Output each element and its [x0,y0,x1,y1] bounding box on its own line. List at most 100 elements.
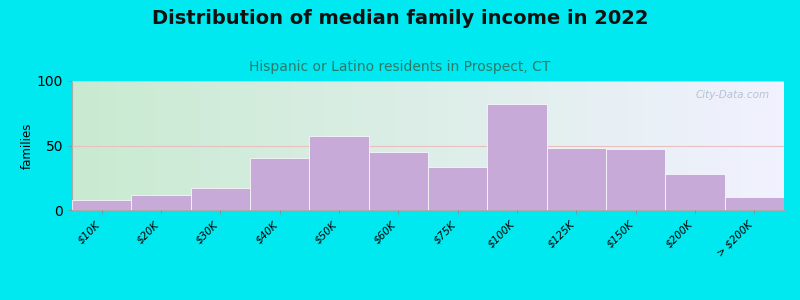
Bar [143,81,146,210]
Bar [190,81,193,210]
Bar [300,81,303,210]
Bar [574,81,578,210]
Bar [289,81,293,210]
Bar [684,81,688,210]
Bar [431,81,435,210]
Text: Hispanic or Latino residents in Prospect, CT: Hispanic or Latino residents in Prospect… [250,60,550,74]
Bar [638,81,642,210]
Bar [457,81,460,210]
Bar [553,81,556,210]
Bar [207,81,211,210]
Bar [442,81,446,210]
Bar [204,81,207,210]
Bar [570,81,574,210]
Bar [524,81,528,210]
Bar [634,81,638,210]
Bar [111,81,114,210]
Bar [264,81,268,210]
Bar [146,81,150,210]
Bar [107,81,111,210]
Bar [691,81,695,210]
Bar [232,81,236,210]
Bar [239,81,243,210]
Bar [229,81,232,210]
Bar [310,81,314,210]
Bar [72,81,75,210]
Bar [399,81,403,210]
Bar [542,81,546,210]
Bar [645,81,649,210]
Bar [663,81,666,210]
Bar [122,81,126,210]
Bar [627,81,631,210]
Bar [656,81,659,210]
Bar [723,81,727,210]
Bar [698,81,702,210]
Bar [250,81,254,210]
Bar [374,81,378,210]
Bar [82,81,86,210]
Bar [688,81,691,210]
Bar [131,194,190,210]
Bar [278,81,282,210]
Bar [403,81,406,210]
Bar [114,81,118,210]
Bar [286,81,289,210]
Bar [446,81,450,210]
Bar [214,81,218,210]
Bar [328,81,332,210]
Bar [271,81,275,210]
Bar [702,81,706,210]
Bar [369,152,428,210]
Bar [296,81,300,210]
Bar [581,81,585,210]
Bar [453,81,457,210]
Bar [567,81,570,210]
Bar [681,81,684,210]
Bar [435,81,438,210]
Bar [710,81,713,210]
Bar [470,81,474,210]
Bar [321,81,325,210]
Bar [97,81,101,210]
Bar [602,81,606,210]
Bar [670,81,674,210]
Bar [745,81,748,210]
Bar [517,81,521,210]
Bar [734,81,738,210]
Bar [666,174,725,210]
Bar [175,81,178,210]
Bar [367,81,371,210]
Bar [236,81,239,210]
Bar [610,81,613,210]
Bar [631,81,634,210]
Bar [357,81,360,210]
Bar [474,81,478,210]
Bar [90,81,94,210]
Bar [595,81,599,210]
Bar [659,81,663,210]
Bar [666,81,670,210]
Bar [528,81,531,210]
Bar [225,81,229,210]
Bar [496,81,499,210]
Bar [706,81,710,210]
Bar [467,81,470,210]
Bar [460,81,464,210]
Bar [546,148,606,210]
Bar [606,81,610,210]
Bar [168,81,172,210]
Bar [510,81,514,210]
Bar [652,81,656,210]
Bar [563,81,567,210]
Bar [414,81,418,210]
Bar [502,81,506,210]
Bar [101,81,104,210]
Bar [774,81,777,210]
Bar [118,81,122,210]
Bar [193,81,197,210]
Bar [364,81,367,210]
Bar [725,197,784,210]
Bar [464,81,467,210]
Bar [371,81,374,210]
